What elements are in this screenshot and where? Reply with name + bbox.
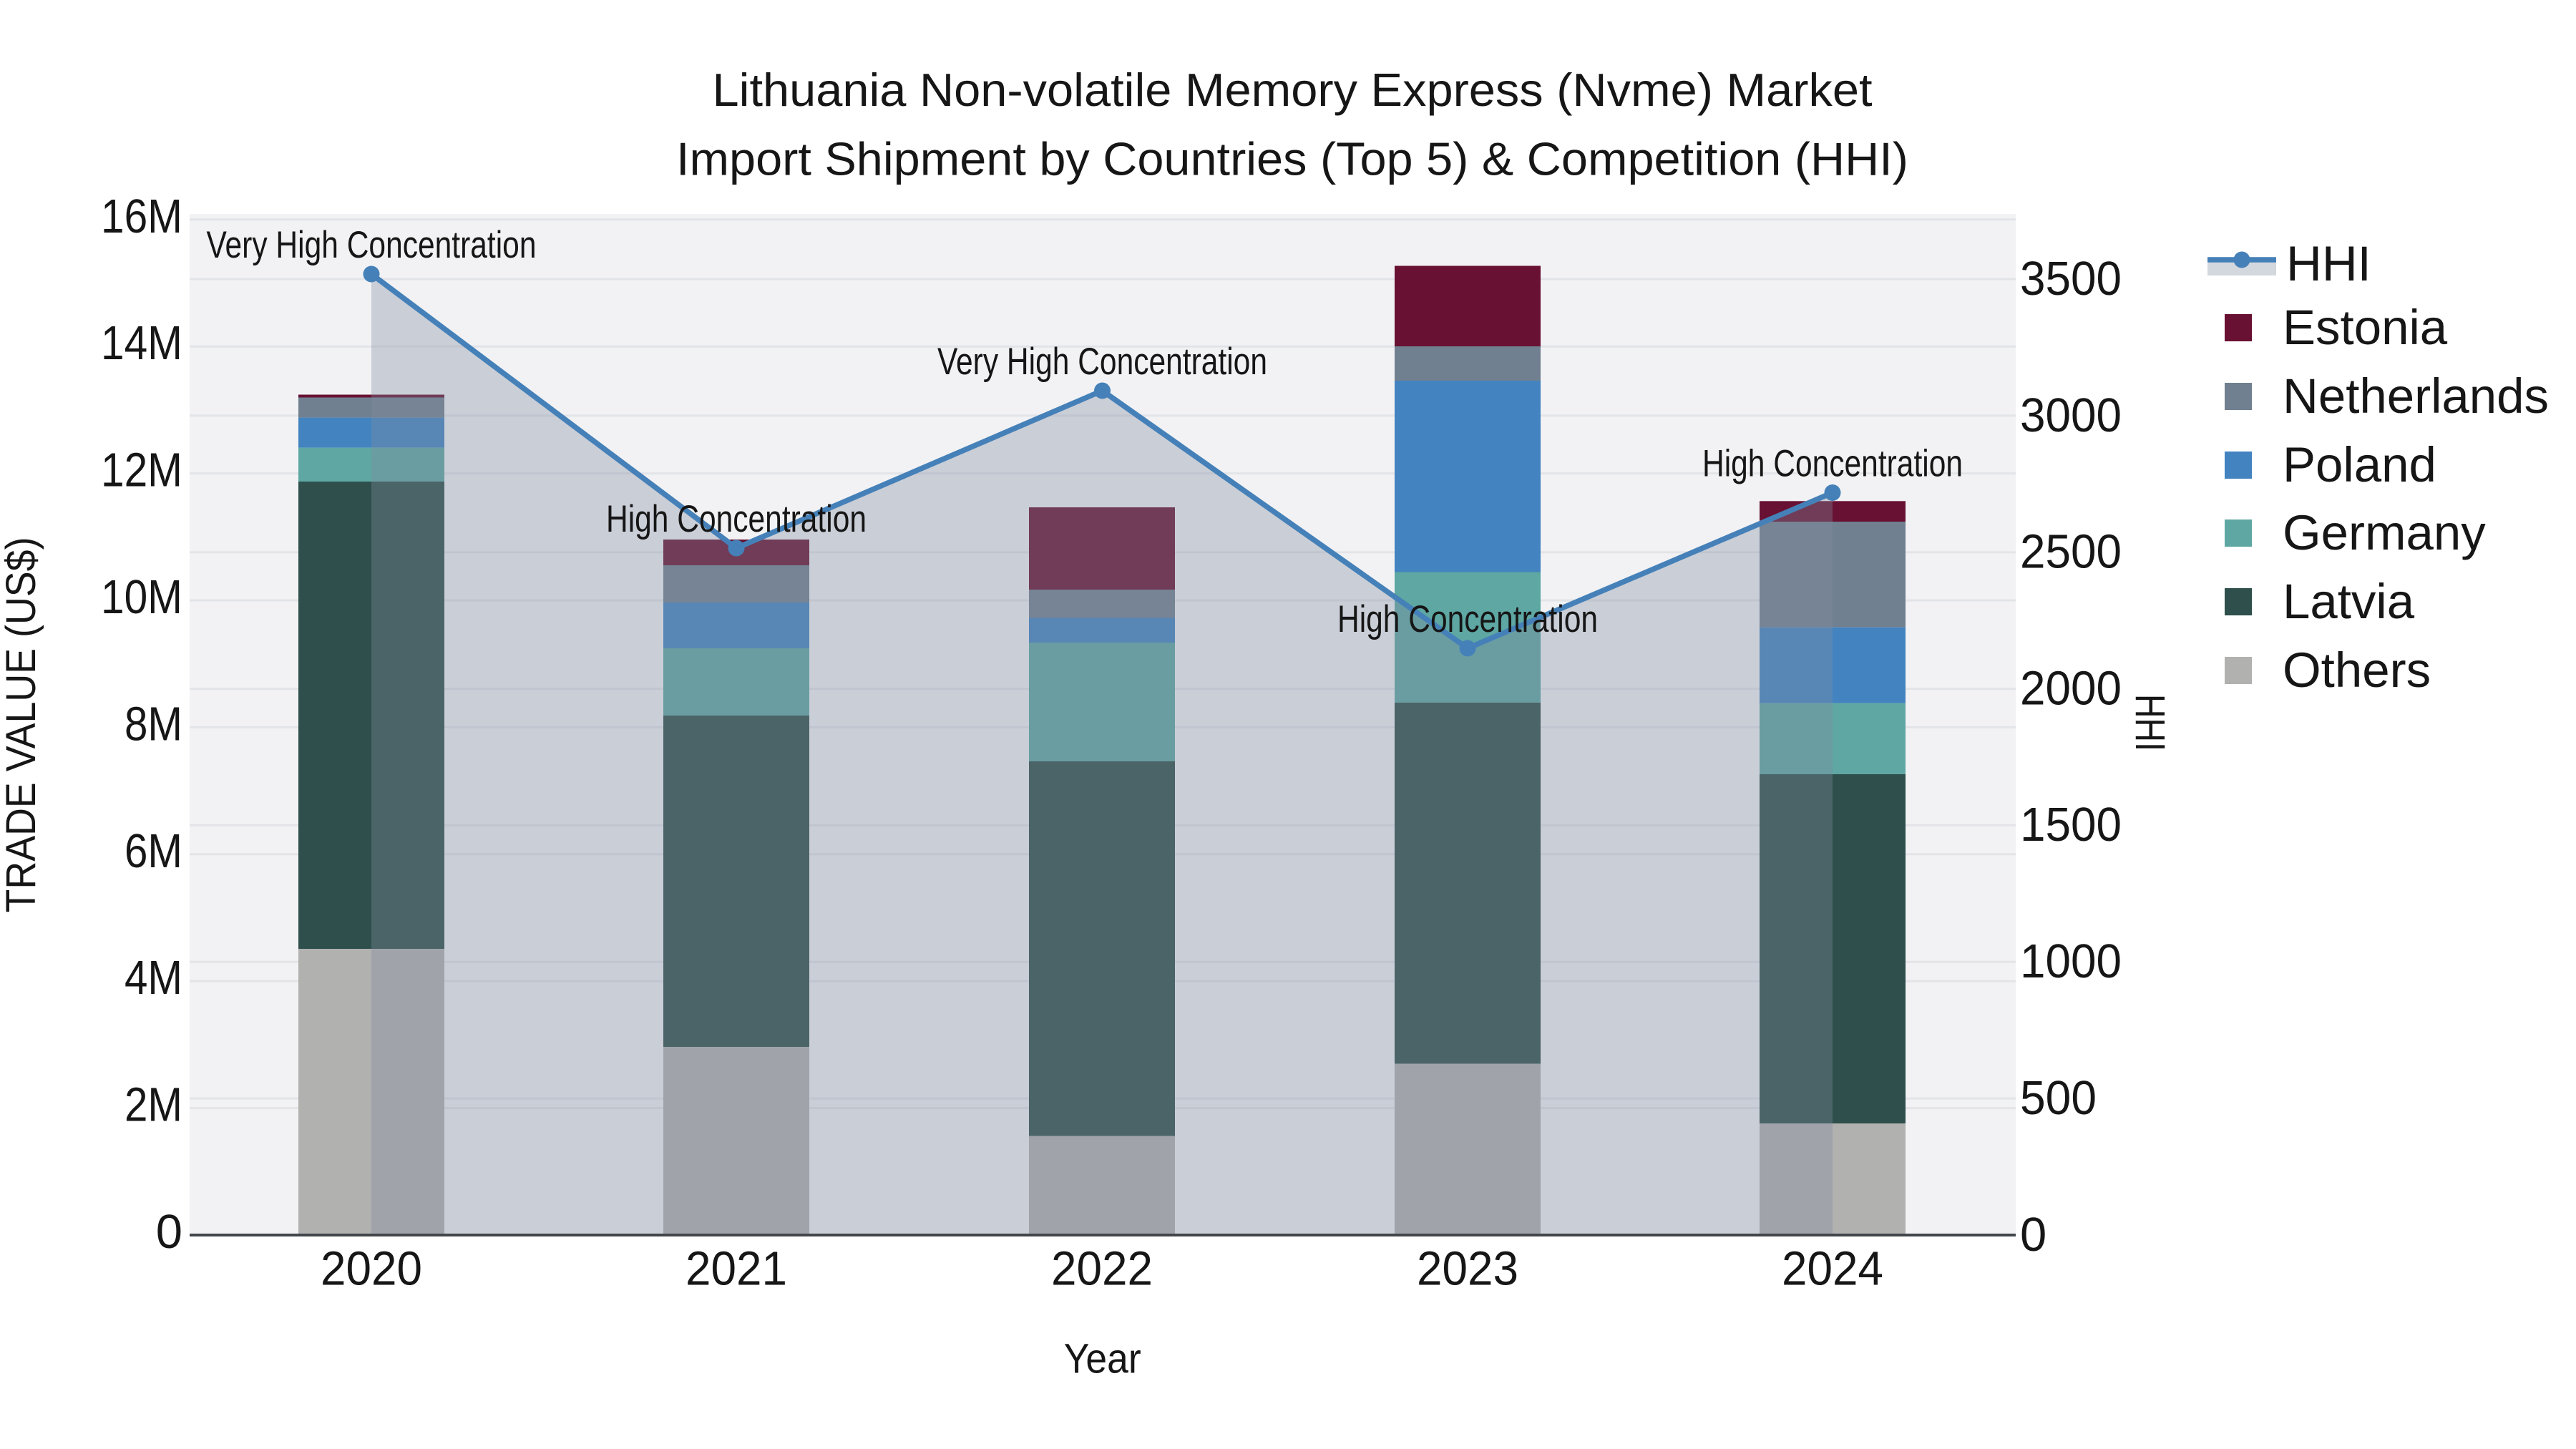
svg-text:8M: 8M: [125, 697, 182, 751]
svg-text:2024: 2024: [1782, 1241, 1883, 1295]
svg-text:High Concentration: High Concentration: [1337, 598, 1598, 640]
svg-text:Very High Concentration: Very High Concentration: [937, 341, 1267, 383]
svg-text:12M: 12M: [101, 444, 182, 497]
svg-text:14M: 14M: [101, 316, 182, 370]
svg-text:High Concentration: High Concentration: [606, 498, 867, 540]
svg-text:Lithuania Non-volatile Memory: Lithuania Non-volatile Memory Express (N…: [713, 64, 1873, 116]
svg-text:0: 0: [156, 1205, 182, 1259]
svg-text:1000: 1000: [2020, 935, 2122, 988]
svg-text:Very High Concentration: Very High Concentration: [207, 224, 537, 266]
svg-text:10M: 10M: [101, 570, 182, 624]
svg-text:4M: 4M: [125, 951, 182, 1005]
svg-text:6M: 6M: [125, 824, 182, 878]
svg-text:Netherlands: Netherlands: [2283, 369, 2549, 424]
svg-text:2M: 2M: [125, 1078, 182, 1132]
svg-text:2022: 2022: [1051, 1241, 1153, 1295]
svg-text:Year: Year: [1064, 1335, 1141, 1382]
svg-text:2021: 2021: [686, 1241, 787, 1295]
svg-text:2020: 2020: [321, 1241, 422, 1295]
svg-text:3000: 3000: [2020, 389, 2122, 442]
svg-text:2000: 2000: [2020, 662, 2122, 716]
svg-text:Poland: Poland: [2283, 437, 2436, 492]
svg-text:High Concentration: High Concentration: [1702, 443, 1963, 485]
svg-text:16M: 16M: [101, 190, 182, 243]
svg-text:3500: 3500: [2020, 252, 2122, 306]
svg-text:Latvia: Latvia: [2283, 574, 2415, 629]
svg-text:Estonia: Estonia: [2283, 300, 2448, 355]
svg-text:0: 0: [2020, 1208, 2046, 1262]
svg-text:HHI: HHI: [2127, 694, 2173, 751]
svg-text:Others: Others: [2283, 643, 2431, 698]
svg-text:TRADE VALUE (US$): TRADE VALUE (US$): [0, 537, 44, 913]
svg-text:1500: 1500: [2020, 798, 2122, 852]
svg-text:Germany: Germany: [2283, 505, 2486, 560]
svg-text:2500: 2500: [2020, 525, 2122, 579]
svg-text:2023: 2023: [1417, 1241, 1518, 1295]
svg-text:HHI: HHI: [2286, 236, 2371, 291]
svg-text:500: 500: [2020, 1071, 2097, 1125]
svg-text:Import Shipment by Countries (: Import Shipment by Countries (Top 5) & C…: [676, 132, 1908, 185]
